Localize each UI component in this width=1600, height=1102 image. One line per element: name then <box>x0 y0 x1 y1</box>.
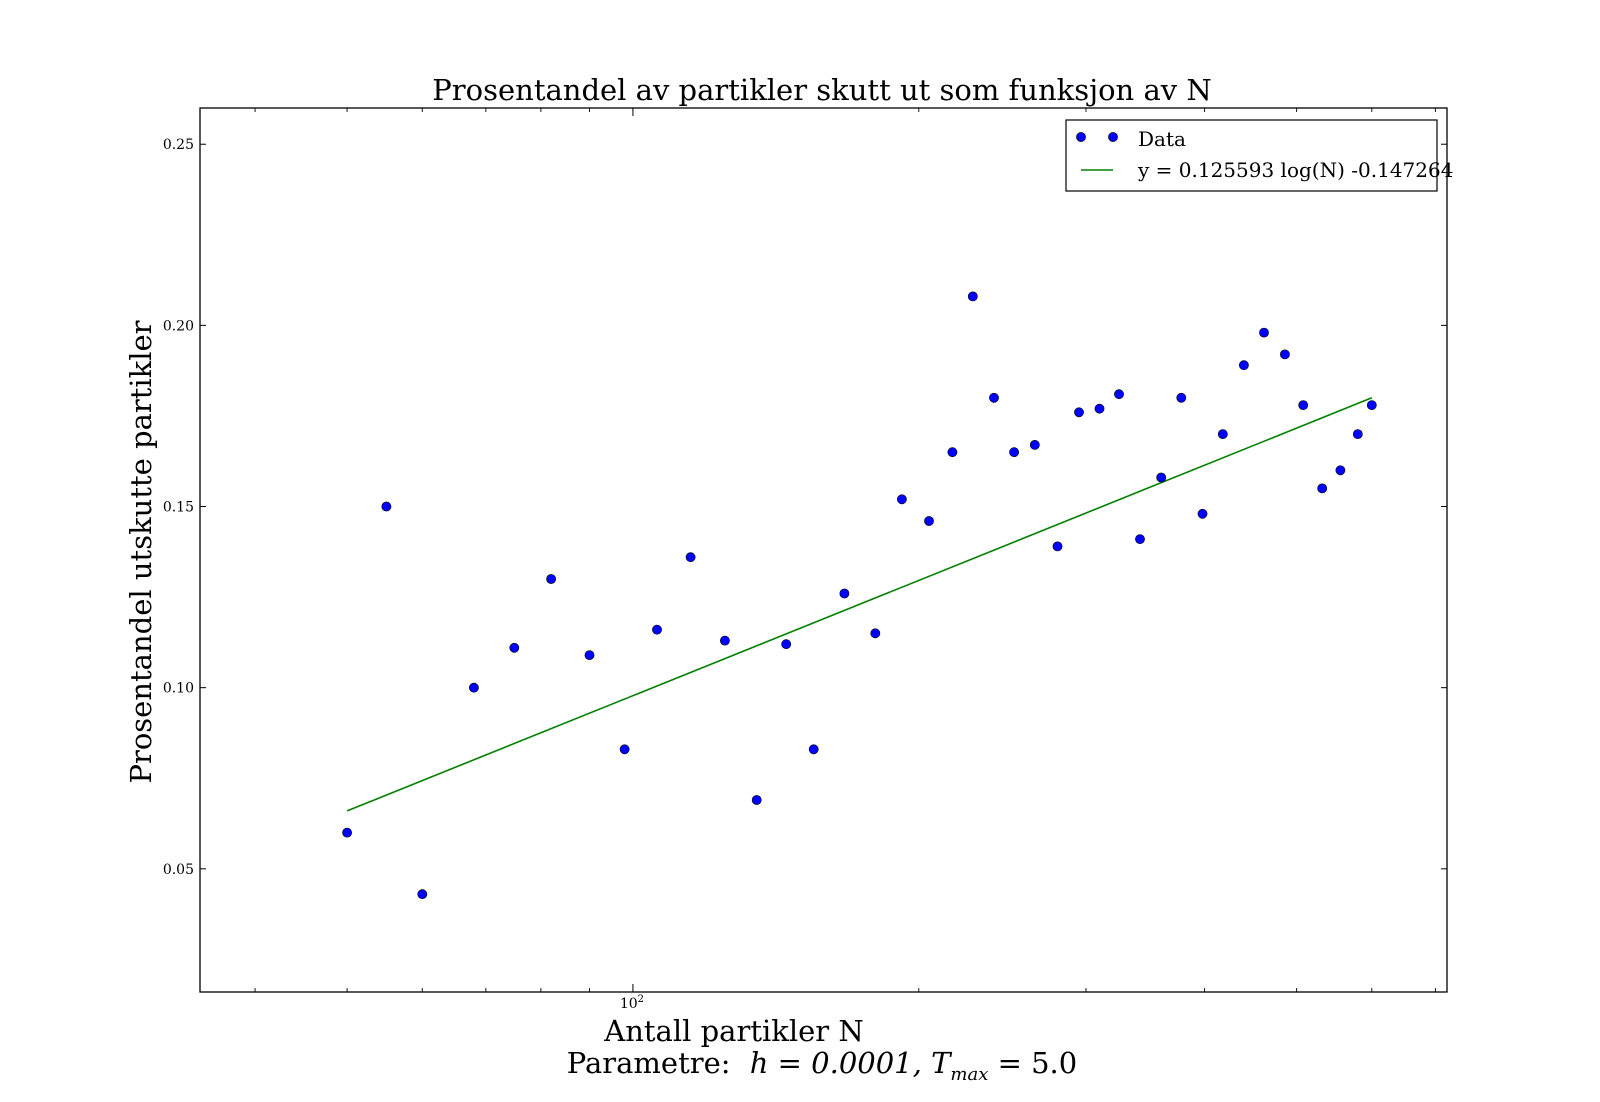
data-point-22 <box>1009 447 1019 458</box>
data-point-40 <box>1366 400 1377 410</box>
x-tick-label-1: 102 <box>620 994 644 1012</box>
data-point-21 <box>989 392 999 403</box>
data-point-2 <box>381 501 392 512</box>
data-point-29 <box>1156 472 1167 483</box>
data-point-30 <box>1176 392 1187 403</box>
legend: Data y = 0.125593 log(N) -0.147264 <box>1065 119 1453 192</box>
data-point-12 <box>751 795 762 805</box>
y-tick-label-4: 0.20 <box>163 318 194 334</box>
data-point-37 <box>1317 483 1328 494</box>
data-point-28 <box>1135 534 1145 544</box>
legend-data-label: Data <box>1138 127 1186 151</box>
data-point-34 <box>1259 327 1269 338</box>
chart-title: Prosentandel av partikler skutt ut som f… <box>432 73 1211 107</box>
data-point-9 <box>652 624 662 635</box>
data-point-36 <box>1298 400 1309 410</box>
data-point-7 <box>584 650 595 660</box>
data-point-14 <box>808 744 819 755</box>
data-point-38 <box>1335 465 1346 476</box>
parameters-math: h = 0.0001, T <box>750 1046 953 1080</box>
data-point-17 <box>897 494 907 505</box>
data-point-15 <box>839 588 850 599</box>
data-point-25 <box>1074 407 1084 418</box>
data-point-10 <box>685 552 696 563</box>
legend-fit-label: y = 0.125593 log(N) -0.147264 <box>1137 158 1453 182</box>
data-point-39 <box>1352 429 1363 439</box>
data-point-19 <box>947 447 958 458</box>
plot-layer <box>342 291 1377 900</box>
y-tick-label-1: 0.05 <box>163 862 194 878</box>
data-point-16 <box>870 628 881 639</box>
y-tick-label-2: 0.10 <box>163 681 194 697</box>
parameters-caption: Parametre: h = 0.0001, Tmax = 5.0 <box>567 1046 1077 1085</box>
fit-line <box>346 397 1373 812</box>
data-point-6 <box>546 574 556 584</box>
data-point-23 <box>1029 439 1040 450</box>
x-axis-label: Antall partikler N <box>603 1014 863 1048</box>
data-point-18 <box>924 516 934 526</box>
data-point-1 <box>342 827 352 838</box>
data-point-4 <box>468 682 479 693</box>
data-point-35 <box>1280 349 1290 360</box>
legend-box <box>1065 119 1438 192</box>
data-point-32 <box>1217 429 1228 439</box>
y-tick-label-5: 0.25 <box>163 137 194 153</box>
data-point-3 <box>417 889 428 900</box>
parameters-prefix: Parametre: <box>567 1046 731 1080</box>
data-point-11 <box>720 635 730 646</box>
parameters-tail: = 5.0 <box>988 1046 1077 1080</box>
legend-data-marker-2 <box>1108 132 1118 142</box>
data-point-27 <box>1114 389 1124 400</box>
data-point-24 <box>1052 541 1063 552</box>
data-point-20 <box>967 291 978 302</box>
data-point-8 <box>619 744 630 755</box>
y-axis-label: Prosentandel utskutte partikler <box>124 320 158 783</box>
legend-data-marker-1 <box>1076 132 1086 142</box>
data-point-26 <box>1094 403 1105 414</box>
data-point-33 <box>1239 360 1249 371</box>
data-point-31 <box>1197 508 1208 519</box>
data-point-13 <box>781 639 792 650</box>
data-point-5 <box>509 642 520 653</box>
tick-layer: 0.05 0.10 0.15 0.20 0.25 102 <box>163 108 1447 1012</box>
plot-frame <box>199 107 1448 993</box>
parameters-subscript: max <box>950 1064 988 1085</box>
y-tick-label-3: 0.15 <box>163 500 194 516</box>
